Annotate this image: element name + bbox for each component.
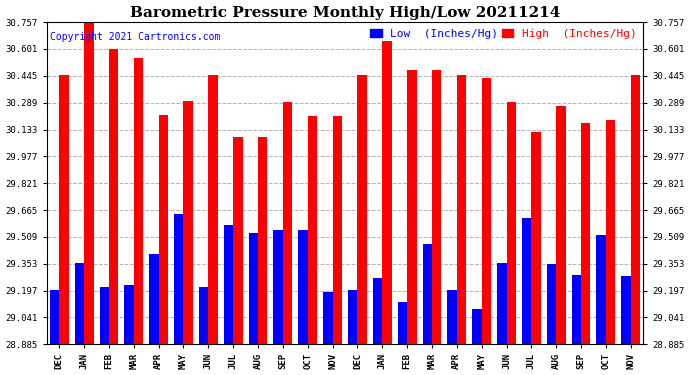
Bar xyxy=(298,230,308,375)
Bar xyxy=(199,286,208,375)
Bar xyxy=(273,230,283,375)
Bar xyxy=(174,214,184,375)
Bar xyxy=(348,290,357,375)
Bar xyxy=(99,286,109,375)
Bar xyxy=(531,132,541,375)
Bar xyxy=(134,58,144,375)
Text: Copyright 2021 Cartronics.com: Copyright 2021 Cartronics.com xyxy=(50,32,220,42)
Bar xyxy=(546,264,556,375)
Bar xyxy=(472,309,482,375)
Bar xyxy=(631,75,640,375)
Bar xyxy=(258,137,268,375)
Bar xyxy=(447,290,457,375)
Bar xyxy=(422,244,432,375)
Bar xyxy=(50,290,59,375)
Title: Barometric Pressure Monthly High/Low 20211214: Barometric Pressure Monthly High/Low 202… xyxy=(130,6,560,20)
Bar xyxy=(184,101,193,375)
Bar xyxy=(283,102,293,375)
Bar xyxy=(75,262,84,375)
Bar xyxy=(248,233,258,375)
Bar xyxy=(233,137,243,375)
Bar xyxy=(124,285,134,375)
Bar xyxy=(457,75,466,375)
Bar xyxy=(522,218,531,375)
Bar xyxy=(208,75,218,375)
Bar xyxy=(224,225,233,375)
Bar xyxy=(397,302,407,375)
Bar xyxy=(432,70,442,375)
Bar xyxy=(159,114,168,375)
Bar xyxy=(59,75,69,375)
Bar xyxy=(482,78,491,375)
Bar xyxy=(333,116,342,375)
Bar xyxy=(407,70,417,375)
Bar xyxy=(373,278,382,375)
Bar xyxy=(506,102,516,375)
Bar xyxy=(621,276,631,375)
Bar xyxy=(109,49,119,375)
Bar xyxy=(581,123,591,375)
Bar xyxy=(596,235,606,375)
Bar xyxy=(149,254,159,375)
Bar xyxy=(382,40,392,375)
Bar xyxy=(556,106,566,375)
Bar xyxy=(357,75,367,375)
Bar xyxy=(323,292,333,375)
Bar xyxy=(497,262,506,375)
Bar xyxy=(571,274,581,375)
Bar xyxy=(84,22,94,375)
Bar xyxy=(606,120,615,375)
Bar xyxy=(308,116,317,375)
Legend: Low  (Inches/Hg), High  (Inches/Hg): Low (Inches/Hg), High (Inches/Hg) xyxy=(369,28,638,40)
